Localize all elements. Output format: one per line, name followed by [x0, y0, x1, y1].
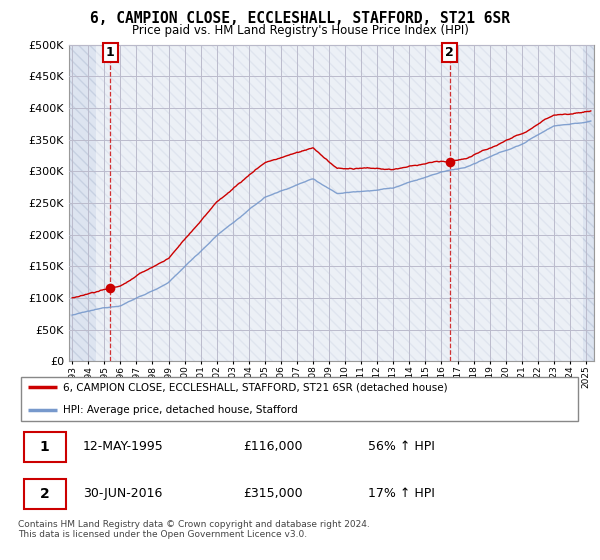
Text: 2: 2	[445, 46, 454, 59]
Text: 30-JUN-2016: 30-JUN-2016	[83, 487, 162, 501]
Text: 6, CAMPION CLOSE, ECCLESHALL, STAFFORD, ST21 6SR (detached house): 6, CAMPION CLOSE, ECCLESHALL, STAFFORD, …	[63, 382, 448, 392]
FancyBboxPatch shape	[23, 432, 66, 462]
Text: 2: 2	[40, 487, 49, 501]
Text: £315,000: £315,000	[244, 487, 303, 501]
Text: Price paid vs. HM Land Registry's House Price Index (HPI): Price paid vs. HM Land Registry's House …	[131, 24, 469, 36]
Text: HPI: Average price, detached house, Stafford: HPI: Average price, detached house, Staf…	[63, 405, 298, 415]
Text: £116,000: £116,000	[244, 440, 303, 454]
FancyBboxPatch shape	[21, 377, 578, 421]
Text: 1: 1	[106, 46, 115, 59]
Text: 12-MAY-1995: 12-MAY-1995	[83, 440, 164, 454]
FancyBboxPatch shape	[23, 479, 66, 509]
Text: 17% ↑ HPI: 17% ↑ HPI	[368, 487, 434, 501]
Text: 56% ↑ HPI: 56% ↑ HPI	[368, 440, 434, 454]
Text: Contains HM Land Registry data © Crown copyright and database right 2024.
This d: Contains HM Land Registry data © Crown c…	[18, 520, 370, 539]
Text: 6, CAMPION CLOSE, ECCLESHALL, STAFFORD, ST21 6SR: 6, CAMPION CLOSE, ECCLESHALL, STAFFORD, …	[90, 11, 510, 26]
Text: 1: 1	[40, 440, 49, 454]
